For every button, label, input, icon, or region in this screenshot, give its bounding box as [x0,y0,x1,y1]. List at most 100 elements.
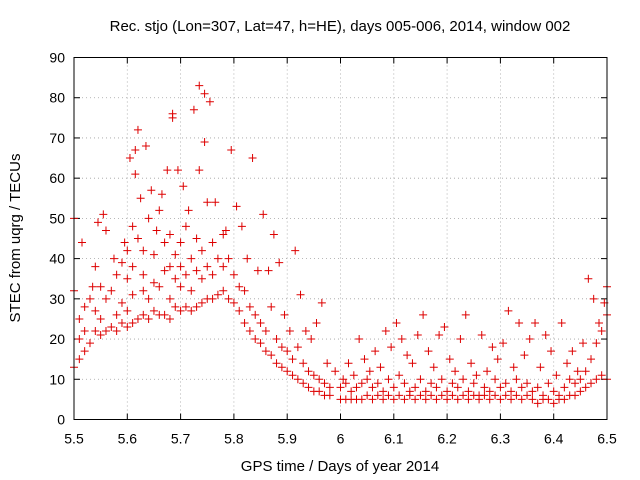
data-point [176,306,185,315]
data-point [453,383,462,392]
x-tick-label: 6.4 [544,431,564,447]
data-point [384,391,393,400]
data-point [416,375,425,384]
data-point [144,314,153,323]
data-point [232,202,241,211]
data-point [571,391,580,400]
data-point [165,230,174,239]
data-point [173,166,182,175]
data-point [112,310,121,319]
data-point [592,339,601,348]
data-point [245,302,254,311]
data-point [248,154,257,163]
data-point [512,391,521,400]
data-point [197,246,206,255]
x-tick-label: 5.6 [118,431,138,447]
data-point [533,399,542,408]
data-point [504,306,513,315]
data-point [133,314,142,323]
data-point [304,383,313,392]
data-point [507,387,516,396]
data-point [352,383,361,392]
data-point [176,262,185,271]
data-point [584,274,593,283]
data-point [109,254,118,263]
data-point [123,322,132,331]
y-tick-label: 40 [49,251,65,267]
data-point [325,391,334,400]
x-tick-label: 5.8 [224,431,244,447]
data-point [91,327,100,336]
data-point [80,327,89,336]
data-point [251,310,260,319]
data-point [355,335,364,344]
data-point [208,238,217,247]
data-point [389,383,398,392]
data-point [421,387,430,396]
data-point [112,327,121,336]
data-point [195,166,204,175]
data-point [256,318,265,327]
data-point [544,395,553,404]
data-point [200,137,209,146]
data-point [219,230,228,239]
data-point [485,395,494,404]
data-point [243,254,252,263]
data-point [240,318,249,327]
data-point [85,339,94,348]
data-point [301,327,310,336]
data-point [304,367,313,376]
data-point [365,367,374,376]
data-point [533,383,542,392]
data-point [563,359,572,368]
data-point [181,222,190,231]
data-point [280,310,289,319]
data-point [229,270,238,279]
x-tick-label: 6.3 [491,431,511,447]
data-point [176,238,185,247]
data-point [323,359,332,368]
data-point [125,154,134,163]
data-point [155,282,164,291]
data-point [405,387,414,396]
data-point [491,391,500,400]
data-point [437,391,446,400]
data-point [133,234,142,243]
data-point [176,282,185,291]
data-point [120,238,129,247]
data-point [592,375,601,384]
x-axis-label: GPS time / Days of year 2014 [241,458,439,475]
data-point [515,318,524,327]
data-point [539,391,548,400]
data-point [523,379,532,388]
data-point [459,391,468,400]
x-tick-label: 5.7 [171,431,191,447]
data-point [123,246,132,255]
data-point [160,238,169,247]
data-point [187,286,196,295]
data-point [531,318,540,327]
y-tick-label: 70 [49,130,65,146]
data-point [208,294,217,303]
data-point [448,379,457,388]
data-point [147,186,156,195]
data-point [224,254,233,263]
data-point [101,226,110,235]
data-point [315,375,324,384]
data-point [205,97,214,106]
data-point [477,331,486,340]
data-point [107,322,116,331]
data-point [411,395,420,404]
data-point [595,318,604,327]
data-point [219,286,228,295]
data-point [507,395,516,404]
data-point [408,359,417,368]
data-point [160,266,169,275]
data-point [101,327,110,336]
data-points [70,81,611,408]
data-point [549,399,558,408]
data-point [128,290,137,299]
data-point [136,194,145,203]
data-point [395,371,404,380]
data-point [557,318,566,327]
